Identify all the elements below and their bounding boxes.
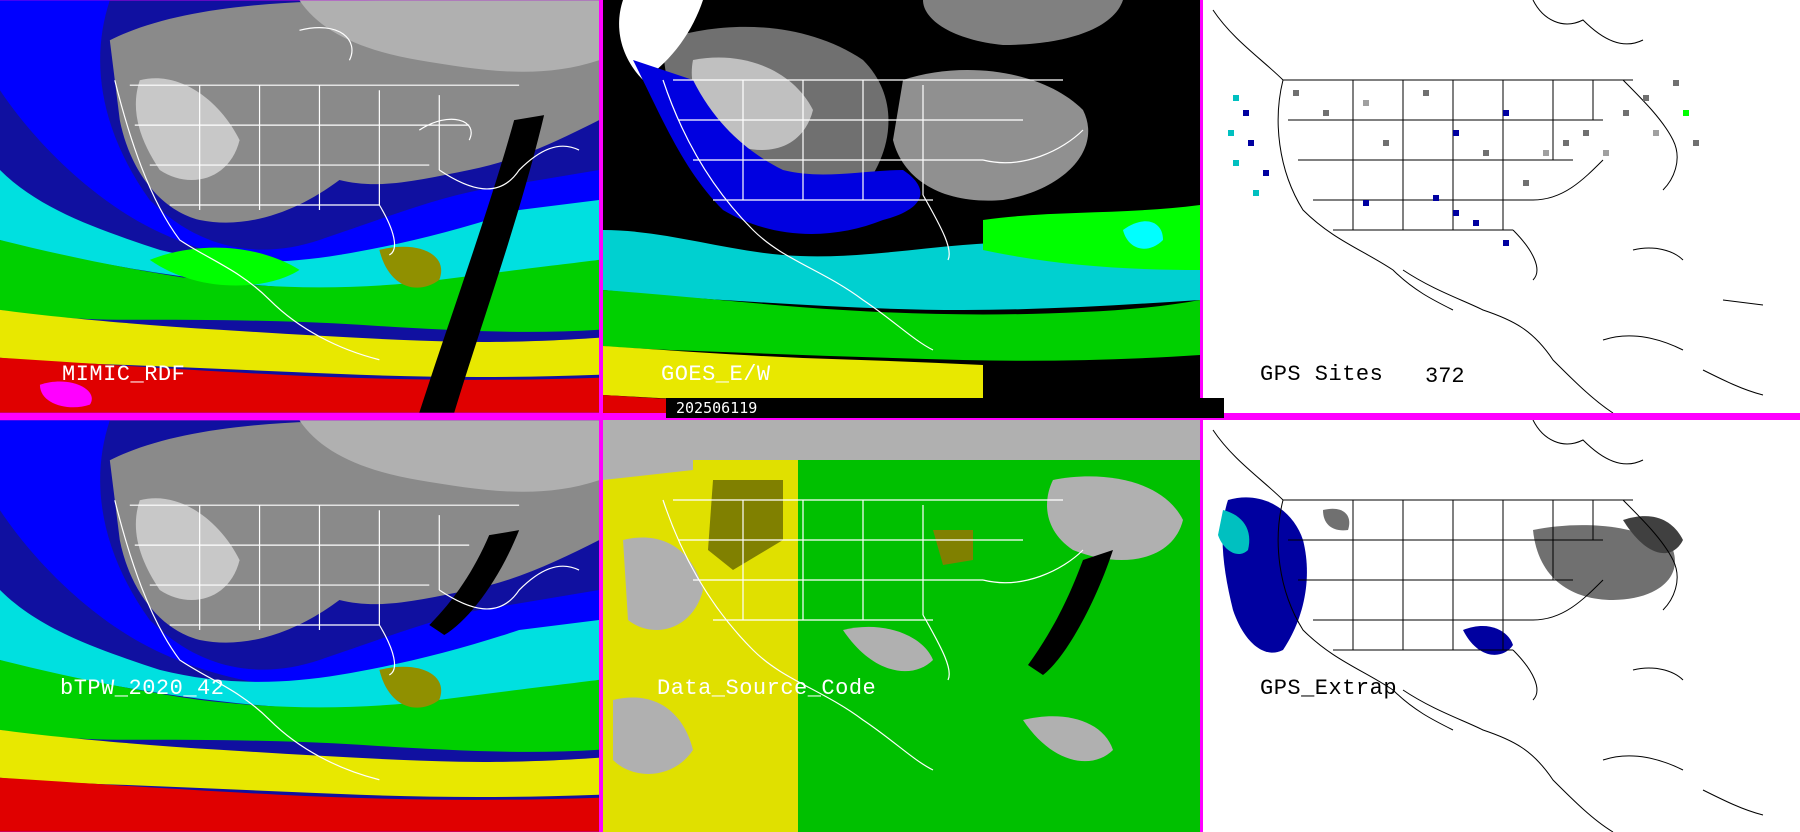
- boundary-lines: [114, 27, 580, 361]
- gps-sites-map: [1212, 0, 1764, 413]
- data-source-code-panel: Data_Source_Code: [603, 420, 1200, 832]
- panel-label: Data_Source_Code: [657, 676, 877, 701]
- boundary-lines: [1212, 420, 1764, 832]
- mimic-rdf-panel: MIMIC_RDF: [0, 0, 599, 413]
- timestamp-bar: 202506119: [666, 398, 1224, 418]
- boundary-lines: [114, 500, 580, 781]
- data-source-code-map: [603, 420, 1200, 832]
- panel-label: bTPW_2020_42: [60, 676, 225, 701]
- btpw-map: [0, 420, 599, 832]
- goes-map: [603, 0, 1200, 413]
- goes-panel: GOES_E/W: [603, 0, 1200, 413]
- panel-label: GPS_Extrap: [1260, 676, 1398, 701]
- btpw-panel: bTPW_2020_42: [0, 420, 599, 832]
- panel-label: GOES_E/W: [661, 362, 771, 387]
- gps-extrap-panel: GPS_Extrap: [1203, 420, 1800, 832]
- boundary-lines: [662, 79, 1084, 351]
- panel-label: GPS Sites: [1260, 362, 1384, 387]
- boundary-lines: [1212, 0, 1764, 413]
- gps-site-count: 372: [1425, 364, 1465, 389]
- gps-sites-panel: GPS Sites 372: [1203, 0, 1800, 413]
- panel-label: MIMIC_RDF: [62, 362, 186, 387]
- mimic-rdf-map: [0, 0, 599, 413]
- boundary-lines: [662, 499, 1084, 771]
- gps-site-markers: [1228, 80, 1699, 246]
- gps-extrap-map: [1212, 420, 1764, 832]
